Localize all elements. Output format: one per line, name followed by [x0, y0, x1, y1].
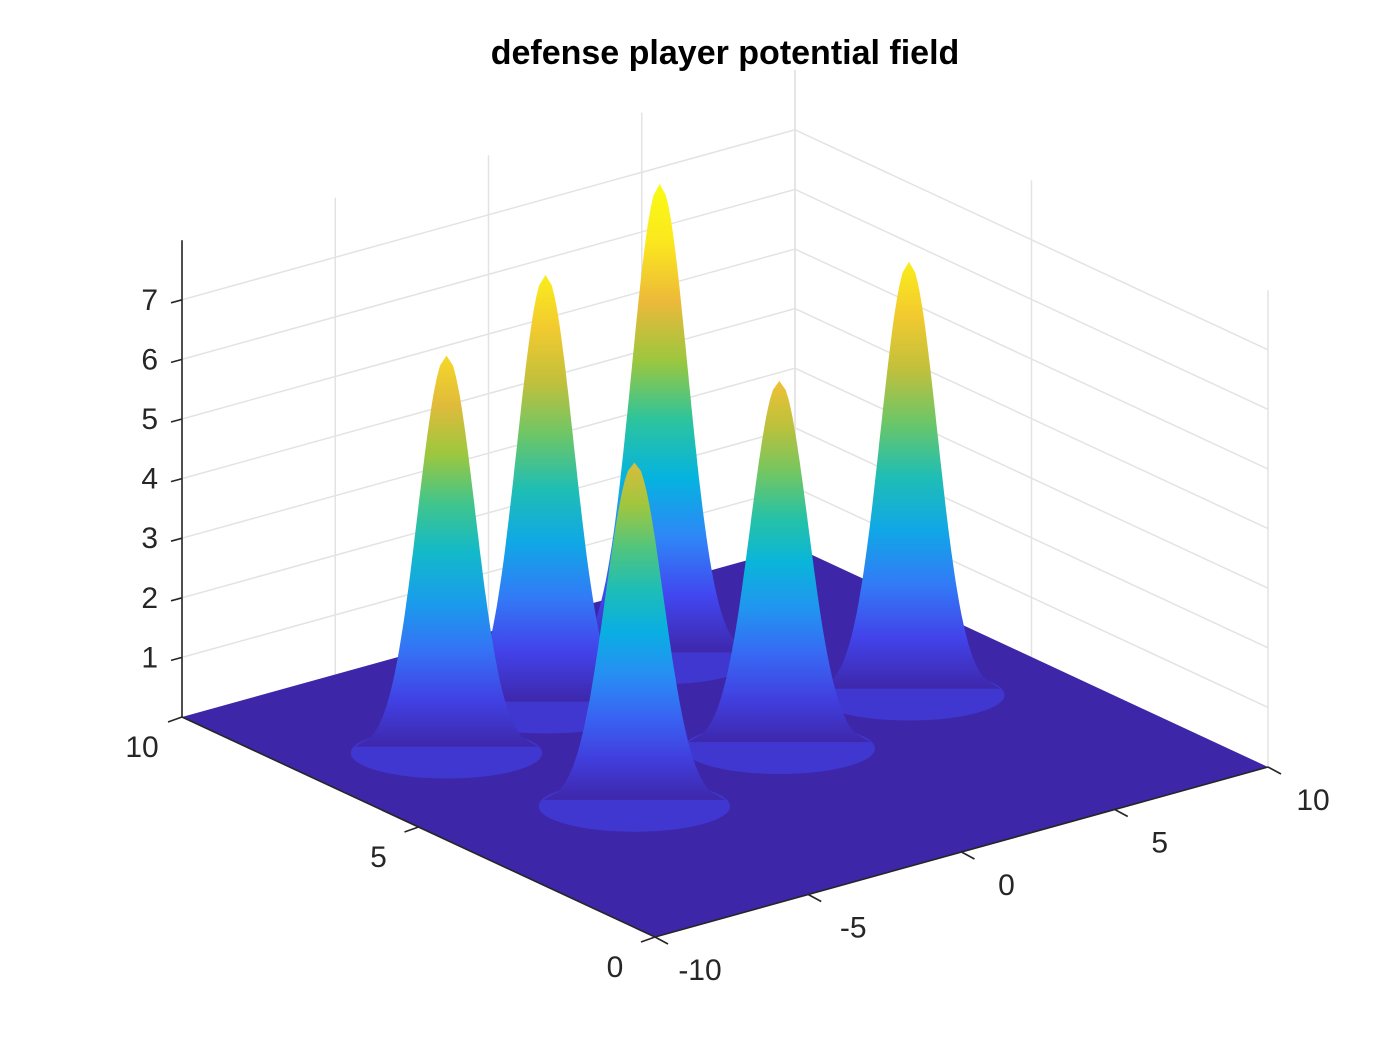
y-tick [640, 936, 656, 943]
x-tick [807, 893, 822, 903]
z-tick-label: 3 [141, 522, 158, 555]
z-tick [170, 358, 183, 364]
x-tick [1267, 766, 1282, 775]
chart-title: defense player potential field [490, 34, 960, 72]
z-tick-label: 6 [141, 343, 158, 376]
surface-peak [817, 261, 1001, 689]
grid-line-z [181, 367, 1269, 589]
x-axis-line [654, 766, 1269, 938]
z-tick [170, 537, 183, 542]
surface-peak [543, 462, 726, 800]
y-tick-label: 0 [607, 951, 624, 984]
y-tick [167, 716, 183, 723]
surface-peak [355, 355, 538, 747]
x-tick-label: 0 [998, 869, 1015, 902]
grid-layer [181, 70, 1269, 767]
z-tick-label: 7 [141, 284, 158, 317]
surface-peak [454, 274, 637, 702]
x-tick [961, 851, 975, 860]
z-tick [170, 656, 183, 662]
y-tick [404, 826, 419, 833]
z-tick [170, 299, 183, 304]
y-axis-line [181, 716, 656, 938]
grid-line-z [181, 307, 1269, 530]
z-tick [170, 418, 183, 423]
x-tick-label: -5 [840, 912, 867, 945]
x-tick-label: -10 [678, 954, 721, 987]
y-tick-label: 10 [125, 731, 158, 764]
peak-layer [350, 183, 1005, 832]
z-tick [170, 477, 183, 483]
x-tick-label: 5 [1151, 827, 1168, 860]
axis-layer: 1 2 3 4 5 6 7 -10 -5 0 5 10 0 5 10 [125, 240, 1330, 987]
surface-peak [568, 183, 751, 653]
x-tick [654, 936, 669, 945]
y-tick-label: 5 [370, 841, 387, 874]
x-tick-label: 10 [1296, 784, 1329, 817]
surface-peak [688, 380, 871, 743]
z-tick [170, 597, 183, 602]
z-tick-label: 4 [141, 463, 158, 496]
grid-line-z [181, 248, 1269, 470]
z-tick-label: 1 [141, 641, 158, 674]
grid-line-z [181, 129, 1269, 351]
grid-line-z [181, 188, 1269, 411]
z-tick-label: 2 [141, 582, 158, 615]
x-tick [1114, 808, 1129, 818]
z-tick-label: 5 [141, 403, 158, 436]
